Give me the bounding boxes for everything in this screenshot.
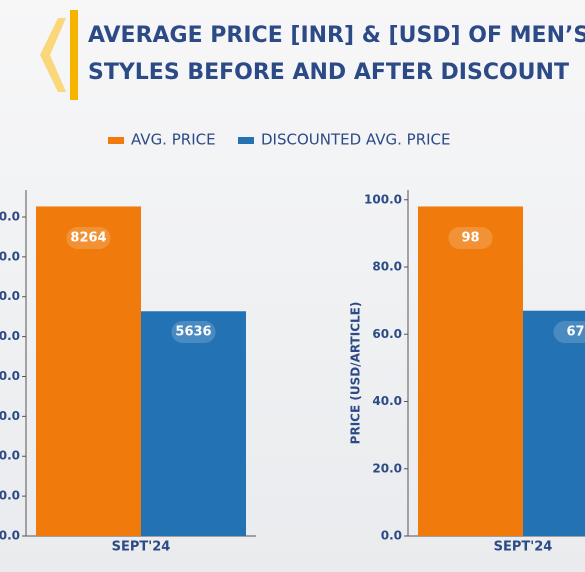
y-tick-label: 1000.0 [0, 489, 20, 503]
y-tick-label: 6000.0 [0, 289, 20, 303]
value-pill [553, 321, 585, 343]
y-tick-label: 100.0 [364, 192, 402, 206]
y-tick-label: 5000.0 [0, 329, 20, 343]
y-tick-label: 40.0 [372, 394, 402, 408]
x-tick-label: SEPT'24 [494, 540, 553, 555]
logo-chevron [40, 18, 66, 92]
y-tick-label: 8000.0 [0, 209, 20, 223]
value-pill [448, 227, 493, 249]
y-axis-label: PRICE (USD/ARTICLE) [349, 302, 363, 445]
logo-bar [70, 10, 78, 100]
bar [36, 206, 141, 536]
value-pill [66, 227, 111, 249]
y-tick-label: 7000.0 [0, 249, 20, 263]
y-tick-label: 20.0 [372, 461, 402, 475]
y-tick-label: 0.0 [381, 529, 402, 543]
bar [523, 310, 585, 536]
y-tick-label: 0.0 [0, 529, 20, 543]
legend-label: AVG. PRICE [131, 131, 216, 149]
y-tick-label: 4000.0 [0, 369, 20, 383]
value-label: 67 [566, 325, 584, 340]
legend-swatch [238, 137, 254, 144]
y-tick-label: 60.0 [372, 327, 402, 341]
y-tick-label: 80.0 [372, 260, 402, 274]
title-line: AVERAGE PRICE [INR] & [USD] OF MEN’S JE [88, 23, 585, 48]
value-pill [171, 321, 216, 343]
bar [141, 311, 246, 536]
x-tick-label: SEPT'24 [112, 540, 171, 555]
value-label: 8264 [70, 231, 106, 246]
legend-swatch [108, 137, 124, 144]
legend-label: DISCOUNTED AVG. PRICE [261, 131, 451, 149]
title-line: STYLES BEFORE AND AFTER DISCOUNT [88, 60, 569, 85]
y-tick-label: 2000.0 [0, 449, 20, 463]
value-label: 5636 [175, 325, 211, 340]
bar [418, 206, 523, 536]
y-tick-label: 3000.0 [0, 409, 20, 423]
value-label: 98 [461, 231, 479, 246]
